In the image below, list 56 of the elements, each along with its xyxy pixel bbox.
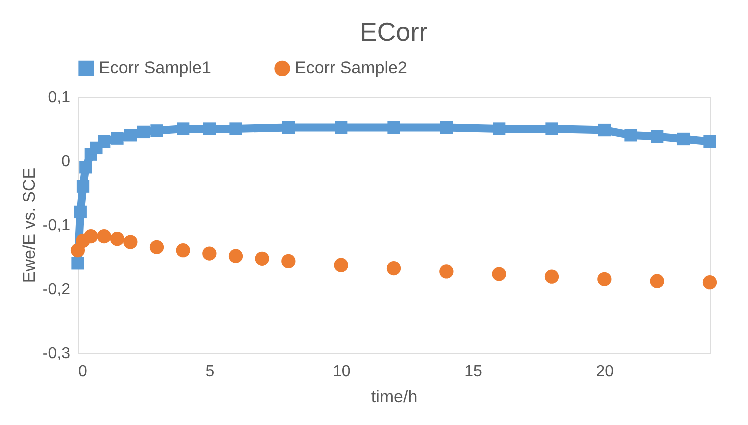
- point: [202, 246, 217, 261]
- point: [282, 121, 295, 134]
- point: [84, 229, 98, 244]
- point: [228, 249, 244, 264]
- point: [150, 124, 164, 138]
- point: [704, 135, 716, 148]
- y-tick-label: 0: [62, 154, 71, 170]
- point: [98, 135, 111, 148]
- legend-label: Ecorr Sample2: [295, 58, 408, 78]
- x-tick-label: 5: [206, 364, 215, 380]
- point: [72, 257, 84, 270]
- point: [388, 121, 400, 134]
- point: [335, 121, 348, 134]
- x-axis-title: time/h: [371, 388, 418, 406]
- point: [111, 132, 124, 145]
- point: [651, 130, 664, 144]
- point: [544, 270, 560, 284]
- point: [80, 161, 92, 174]
- point: [150, 240, 164, 254]
- point: [598, 272, 612, 286]
- y-tick-label: -0,3: [42, 346, 71, 362]
- point: [386, 261, 402, 276]
- point: [203, 122, 216, 136]
- point: [334, 258, 348, 272]
- y-axis-title: Ewe/E vs. SCE: [20, 168, 39, 284]
- point: [138, 126, 150, 139]
- point: [650, 274, 664, 288]
- point: [492, 267, 506, 282]
- chart-title: ECorr: [360, 17, 428, 47]
- x-tick-label: 20: [596, 364, 614, 380]
- y-tick-label: -0,1: [42, 218, 71, 234]
- point: [177, 122, 190, 136]
- y-tick-label: -0,2: [42, 282, 71, 298]
- x-tick-label: 0: [78, 364, 88, 380]
- point: [546, 122, 558, 136]
- point: [124, 235, 138, 250]
- point: [176, 244, 190, 258]
- point: [76, 180, 90, 193]
- point: [255, 252, 270, 266]
- point: [493, 122, 506, 136]
- point: [97, 229, 112, 244]
- point: [74, 206, 87, 219]
- point: [110, 232, 125, 246]
- point: [440, 264, 454, 279]
- point: [624, 129, 638, 142]
- point: [124, 129, 137, 142]
- point: [677, 132, 690, 146]
- y-tick-label: 0,1: [48, 90, 71, 106]
- x-tick-label: 10: [332, 364, 351, 380]
- point: [230, 122, 242, 136]
- point: [598, 124, 611, 137]
- legend-label: Ecorr Sample1: [99, 58, 212, 78]
- point: [282, 254, 296, 269]
- point: [702, 276, 718, 290]
- point: [440, 121, 453, 134]
- x-tick-label: 15: [464, 364, 482, 380]
